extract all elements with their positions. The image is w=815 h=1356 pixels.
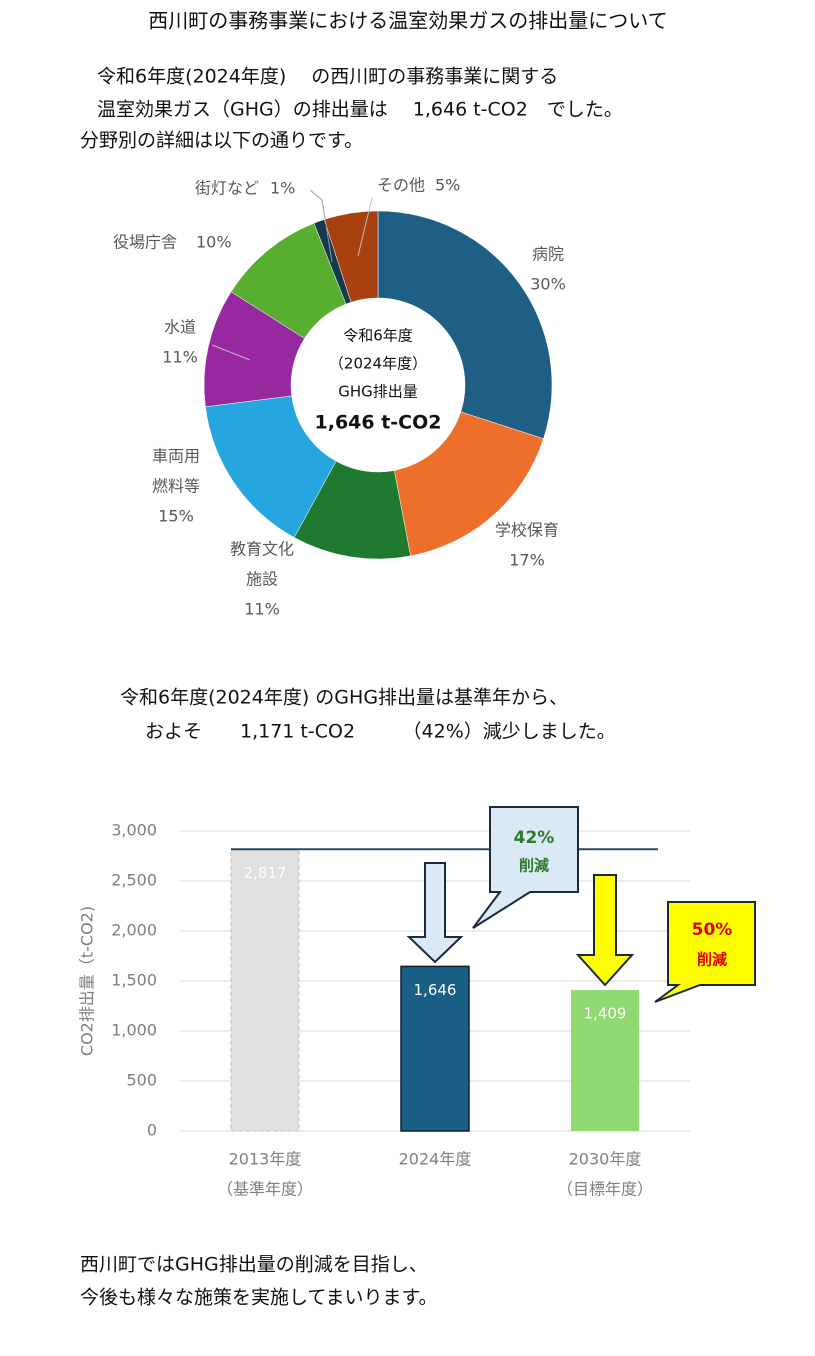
segment-label: 水道	[164, 318, 196, 337]
callout-text: 削減	[519, 857, 549, 875]
segment-label: 燃料等	[152, 477, 200, 496]
segment-value: 10%	[196, 233, 232, 252]
callout-text: 削減	[697, 951, 727, 969]
segment-label: 街灯など	[195, 179, 259, 198]
segment-label: その他	[377, 176, 425, 195]
leader-line	[309, 189, 333, 263]
callout	[472, 806, 579, 929]
segment-value: 5%	[435, 176, 460, 195]
segment-label: 教育文化	[230, 540, 294, 559]
value-label: 1,646	[414, 981, 457, 999]
center-text: 1,646 t-CO2	[315, 412, 442, 434]
segment-value: 11%	[162, 348, 198, 367]
bar	[400, 965, 470, 1132]
segment-label: 車両用	[152, 447, 200, 466]
footer-line: 西川町ではGHG排出量の削減を目指し、	[80, 1254, 428, 1276]
bar	[571, 990, 639, 1131]
y-tick-label: 1,000	[111, 1021, 157, 1040]
x-sub-label: （基準年度）	[217, 1180, 313, 1199]
y-axis-title: CO2排出量（t-CO2)	[78, 906, 97, 1056]
value-label: 1,409	[584, 1005, 627, 1023]
x-tick-label: 2013年度	[229, 1150, 302, 1169]
summary-line: およそ 1,171 t-CO2 （42%）減少しました。	[145, 721, 616, 743]
y-tick-label: 3,000	[111, 821, 157, 840]
segment-label: 役場庁舎	[113, 233, 177, 252]
segment-label: 学校保育	[495, 521, 559, 540]
center-text: 令和6年度	[343, 327, 413, 345]
callout	[654, 901, 756, 1003]
center-text: GHG排出量	[338, 383, 418, 401]
bar	[230, 848, 300, 1132]
value-label: 2,817	[244, 864, 287, 882]
segment-label: 施設	[246, 570, 278, 589]
donut-segment	[323, 210, 379, 303]
down-arrow	[575, 874, 635, 987]
y-tick-label: 500	[126, 1071, 157, 1090]
y-tick-label: 2,500	[111, 871, 157, 890]
segment-value: 30%	[530, 275, 566, 294]
donut-segment	[394, 411, 544, 557]
intro-line: 温室効果ガス（GHG）の排出量は 1,646 t-CO2 でした。	[97, 99, 623, 121]
callout-text: 42%	[514, 828, 555, 848]
segment-value: 11%	[244, 600, 280, 619]
donut-segment	[377, 210, 553, 440]
y-tick-label: 2,000	[111, 921, 157, 940]
callout-text: 50%	[692, 920, 733, 940]
bar-chart: 0 500 1,000 1,500 2,000 2,500 3,000 CO2排出量（t-CO…	[78, 821, 690, 1199]
summary-line: 令和6年度(2024年度) のGHG排出量は基準年から、	[120, 687, 568, 709]
intro-line: 令和6年度(2024年度) の西川町の事務事業に関する	[97, 66, 558, 88]
leader-line	[211, 344, 251, 361]
center-text: （2024年度）	[329, 355, 427, 373]
segment-value: 17%	[509, 551, 545, 570]
x-tick-label: 2030年度	[569, 1150, 642, 1169]
intro-line: 分野別の詳細は以下の通りです。	[80, 130, 363, 152]
segment-value: 15%	[158, 507, 194, 526]
footer-line: 今後も様々な施策を実施してまいります。	[80, 1287, 438, 1309]
x-tick-label: 2024年度	[399, 1150, 472, 1169]
x-sub-label: （目標年度）	[557, 1180, 653, 1199]
leader-line	[357, 197, 373, 257]
down-arrow	[406, 862, 464, 964]
y-tick-label: 0	[147, 1121, 157, 1140]
segment-value: 1%	[270, 179, 295, 198]
page-title: 西川町の事務事業における温室効果ガスの排出量について	[148, 9, 667, 33]
segment-label: 病院	[532, 245, 564, 264]
y-tick-label: 1,500	[111, 971, 157, 990]
